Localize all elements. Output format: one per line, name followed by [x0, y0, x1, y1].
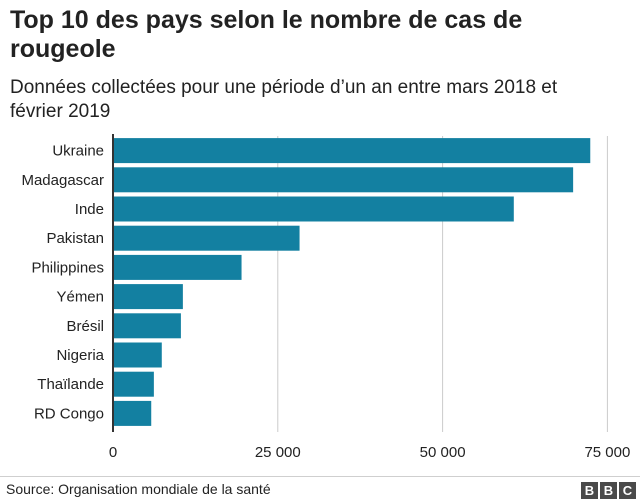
bbc-logo-letter-1: B	[581, 482, 598, 499]
source-note: Source: Organisation mondiale de la sant…	[6, 481, 271, 497]
bar-chart: Ukraine Madagascar Inde Pakistan Philippines…	[21, 134, 630, 461]
chart-subtitle: Données collectées pour une période d’un…	[10, 77, 558, 122]
category-label-1: Madagascar	[21, 172, 104, 189]
category-label-3: Pakistan	[46, 230, 104, 247]
bbc-logo-letter-2: B	[600, 482, 617, 499]
bar-3	[113, 225, 300, 251]
category-label-2: Inde	[75, 201, 104, 218]
chart-title: Top 10 des pays selon le nombre de cas d…	[10, 6, 523, 63]
x-tick-label-2: 50 000	[420, 444, 466, 461]
x-tick-label-3: 75 000	[584, 444, 630, 461]
category-label-9: RD Congo	[34, 405, 104, 422]
bar-4	[113, 254, 242, 280]
bar-0	[113, 138, 591, 164]
bbc-logo-letter-3: C	[619, 482, 636, 499]
category-label-7: Nigeria	[56, 347, 104, 364]
category-label-8: Thaïlande	[37, 376, 104, 393]
category-label-6: Brésil	[66, 318, 104, 335]
bar-7	[113, 342, 162, 368]
bar-8	[113, 371, 154, 397]
bar-9	[113, 400, 152, 426]
bar-2	[113, 196, 514, 222]
category-label-0: Ukraine	[52, 143, 104, 160]
x-tick-label-1: 25 000	[255, 444, 301, 461]
category-label-5: Yémen	[56, 289, 104, 306]
x-tick-label-0: 0	[109, 444, 117, 461]
bar-1	[113, 167, 574, 193]
category-label-4: Philippines	[31, 259, 104, 276]
footer-divider	[0, 476, 640, 477]
bar-6	[113, 313, 181, 339]
bbc-logo: B B C	[581, 482, 636, 499]
bar-5	[113, 284, 183, 310]
